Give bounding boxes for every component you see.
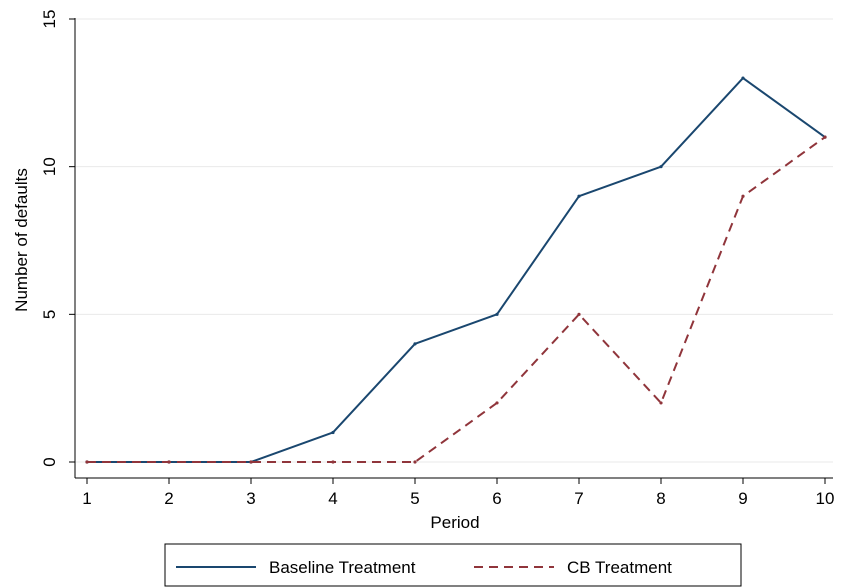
grid-lines	[75, 18, 833, 463]
data-point	[823, 135, 827, 139]
data-point	[85, 460, 89, 464]
data-point	[249, 460, 253, 464]
legend: Baseline Treatment CB Treatment	[164, 543, 742, 587]
x-tick-label: 10	[816, 489, 835, 508]
x-tick-label: 7	[574, 489, 583, 508]
data-point	[741, 76, 745, 80]
x-tick-label: 8	[656, 489, 665, 508]
x-tick-label: 4	[328, 489, 337, 508]
legend-box	[164, 543, 742, 587]
x-tick-label: 9	[738, 489, 747, 508]
data-point	[331, 460, 335, 464]
data-point	[577, 312, 581, 316]
y-axis-ticks: 0 5 10 15	[40, 10, 75, 467]
y-tick-label: 15	[40, 10, 59, 29]
y-tick-label: 5	[40, 310, 59, 319]
data-point	[659, 165, 663, 169]
x-axis-title: Period	[430, 513, 479, 532]
data-point	[495, 312, 499, 316]
data-point	[659, 401, 663, 405]
x-tick-label: 2	[164, 489, 173, 508]
x-tick-label: 6	[492, 489, 501, 508]
x-tick-label: 1	[82, 489, 91, 508]
series-line-cb	[87, 136, 826, 463]
y-tick-label: 10	[40, 157, 59, 176]
data-point	[741, 194, 745, 198]
y-tick-label: 0	[40, 457, 59, 466]
y-axis-title: Number of defaults	[12, 168, 31, 312]
data-point	[413, 342, 417, 346]
axes	[74, 18, 833, 479]
data-point	[495, 401, 499, 405]
legend-label-baseline: Baseline Treatment	[269, 558, 416, 577]
x-tick-label: 5	[410, 489, 419, 508]
x-tick-label: 3	[246, 489, 255, 508]
data-point	[167, 460, 171, 464]
series-lines	[85, 76, 827, 464]
data-point	[413, 460, 417, 464]
data-point	[331, 430, 335, 435]
data-point	[577, 194, 581, 198]
legend-label-cb: CB Treatment	[567, 558, 672, 577]
x-axis-ticks: 1 2 3 4 5 6 7 8 9 10	[82, 478, 834, 508]
